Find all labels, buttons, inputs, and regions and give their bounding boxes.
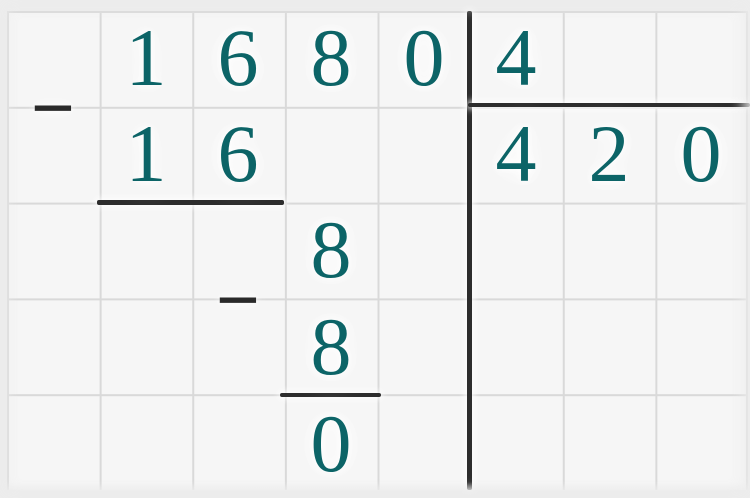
subtract2-digit: 8	[310, 300, 352, 392]
dividend-digit-1: 1	[125, 11, 167, 103]
dividend-digit-4: 0	[403, 11, 445, 103]
dividend-digit-3: 8	[310, 11, 352, 103]
quotient-digit-1: 4	[495, 107, 537, 199]
grid-paper	[7, 11, 748, 490]
bottom-fade	[0, 482, 750, 498]
minus-sign-2: −	[215, 255, 261, 343]
quotient-digit-2: 2	[588, 107, 630, 199]
subtract1-digit-2: 6	[217, 107, 259, 199]
division-vertical-bar	[467, 11, 472, 490]
dividend-digit-2: 6	[217, 11, 259, 103]
subtraction-line-2	[280, 392, 381, 397]
division-quotient-line	[468, 102, 750, 107]
brought-down-digit: 8	[310, 203, 352, 295]
subtract1-digit-1: 1	[125, 107, 167, 199]
remainder-digit: 0	[310, 397, 352, 489]
minus-sign-1: −	[30, 63, 76, 151]
subtraction-line-1	[97, 200, 284, 205]
divisor-digit: 4	[495, 11, 537, 103]
quotient-digit-3: 0	[680, 107, 722, 199]
